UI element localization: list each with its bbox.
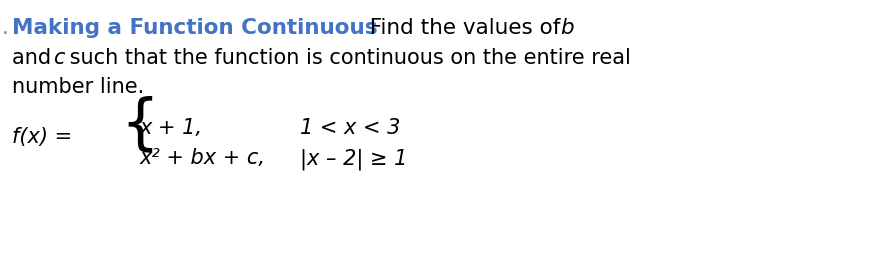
Text: x² + bx + c,: x² + bx + c, <box>140 148 266 168</box>
Text: .: . <box>2 18 9 38</box>
Text: 1 < x < 3: 1 < x < 3 <box>300 118 401 138</box>
Text: Find the values of: Find the values of <box>356 18 567 38</box>
Text: b: b <box>560 18 574 38</box>
Text: such that the function is continuous on the entire real: such that the function is continuous on … <box>63 48 631 68</box>
Text: f(x) =: f(x) = <box>12 127 72 147</box>
Text: Making a Function Continuous: Making a Function Continuous <box>12 18 377 38</box>
Text: {: { <box>120 96 159 154</box>
Text: x + 1,: x + 1, <box>140 118 203 138</box>
Text: and: and <box>12 48 58 68</box>
Text: |x – 2| ≥ 1: |x – 2| ≥ 1 <box>300 148 408 170</box>
Text: number line.: number line. <box>12 77 145 97</box>
Text: c: c <box>53 48 64 68</box>
